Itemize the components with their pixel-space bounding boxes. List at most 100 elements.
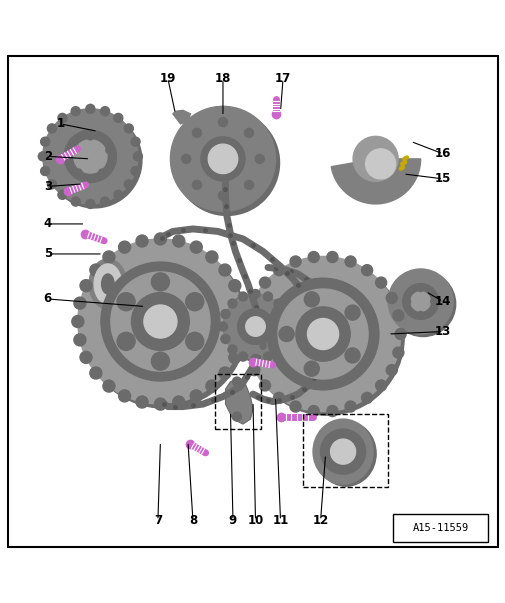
Circle shape xyxy=(90,264,102,276)
Text: 19: 19 xyxy=(160,72,176,85)
Circle shape xyxy=(237,309,273,344)
Circle shape xyxy=(279,326,293,341)
Circle shape xyxy=(392,347,403,358)
Text: 8: 8 xyxy=(188,514,196,527)
Circle shape xyxy=(274,299,282,308)
Circle shape xyxy=(236,315,248,327)
Circle shape xyxy=(278,289,367,379)
Text: 2: 2 xyxy=(43,150,52,163)
Circle shape xyxy=(86,200,94,209)
Circle shape xyxy=(289,401,300,412)
Circle shape xyxy=(74,297,86,309)
Circle shape xyxy=(118,241,130,253)
Circle shape xyxy=(136,235,148,247)
Circle shape xyxy=(308,406,319,417)
Circle shape xyxy=(394,329,406,339)
Circle shape xyxy=(330,439,355,464)
Circle shape xyxy=(273,393,284,403)
Circle shape xyxy=(326,406,337,417)
Circle shape xyxy=(304,292,319,307)
Circle shape xyxy=(263,292,272,301)
Circle shape xyxy=(280,309,289,318)
Text: 13: 13 xyxy=(434,325,450,338)
Circle shape xyxy=(344,256,356,267)
Circle shape xyxy=(75,169,82,176)
Circle shape xyxy=(234,334,246,346)
Circle shape xyxy=(218,191,227,200)
Circle shape xyxy=(232,412,241,421)
Circle shape xyxy=(143,305,177,338)
Circle shape xyxy=(82,243,246,408)
Circle shape xyxy=(228,345,236,354)
Text: 3: 3 xyxy=(43,180,52,193)
Circle shape xyxy=(289,256,300,267)
Circle shape xyxy=(390,271,455,336)
Circle shape xyxy=(417,312,423,318)
Circle shape xyxy=(170,106,275,212)
Circle shape xyxy=(218,118,227,127)
Circle shape xyxy=(114,113,123,122)
Circle shape xyxy=(90,367,102,379)
Text: 1: 1 xyxy=(56,118,64,130)
Text: 18: 18 xyxy=(214,72,231,85)
Text: 4: 4 xyxy=(43,218,52,230)
Circle shape xyxy=(172,235,184,247)
Circle shape xyxy=(263,352,272,361)
Circle shape xyxy=(339,466,346,473)
Ellipse shape xyxy=(313,419,372,484)
Circle shape xyxy=(71,107,80,116)
Circle shape xyxy=(242,310,252,321)
Circle shape xyxy=(190,241,202,253)
Circle shape xyxy=(307,318,338,350)
Ellipse shape xyxy=(92,261,129,311)
Circle shape xyxy=(40,137,49,146)
Circle shape xyxy=(375,277,386,288)
Circle shape xyxy=(404,298,410,305)
Circle shape xyxy=(190,390,202,402)
Circle shape xyxy=(245,256,400,412)
Text: 16: 16 xyxy=(434,147,450,160)
Circle shape xyxy=(283,322,292,331)
Circle shape xyxy=(245,317,265,336)
Bar xyxy=(215,374,260,429)
Text: 6: 6 xyxy=(43,292,52,306)
Circle shape xyxy=(100,107,110,116)
Circle shape xyxy=(385,365,396,376)
Circle shape xyxy=(295,307,349,361)
Circle shape xyxy=(185,292,204,311)
Wedge shape xyxy=(331,159,420,204)
Ellipse shape xyxy=(89,259,126,309)
Circle shape xyxy=(280,335,289,344)
Circle shape xyxy=(225,297,290,362)
Circle shape xyxy=(40,166,49,175)
Text: 7: 7 xyxy=(154,514,162,527)
Circle shape xyxy=(206,380,218,392)
Circle shape xyxy=(72,315,84,327)
Circle shape xyxy=(208,144,237,174)
Circle shape xyxy=(133,152,142,161)
Circle shape xyxy=(248,260,403,415)
Circle shape xyxy=(354,440,361,446)
Polygon shape xyxy=(225,379,252,424)
Circle shape xyxy=(274,345,282,354)
Circle shape xyxy=(392,310,403,321)
Circle shape xyxy=(402,283,438,320)
Circle shape xyxy=(320,429,365,474)
Circle shape xyxy=(430,298,436,305)
Circle shape xyxy=(326,251,337,262)
Circle shape xyxy=(86,104,94,113)
Circle shape xyxy=(47,180,56,189)
Circle shape xyxy=(344,401,356,412)
Circle shape xyxy=(106,147,113,154)
Circle shape xyxy=(250,355,260,364)
Ellipse shape xyxy=(102,274,114,294)
Circle shape xyxy=(47,124,56,133)
Circle shape xyxy=(361,265,372,276)
Circle shape xyxy=(344,305,360,320)
Ellipse shape xyxy=(316,421,375,486)
Circle shape xyxy=(151,352,169,370)
Circle shape xyxy=(58,191,67,200)
Circle shape xyxy=(244,128,253,137)
Circle shape xyxy=(361,393,372,403)
Circle shape xyxy=(98,169,106,176)
